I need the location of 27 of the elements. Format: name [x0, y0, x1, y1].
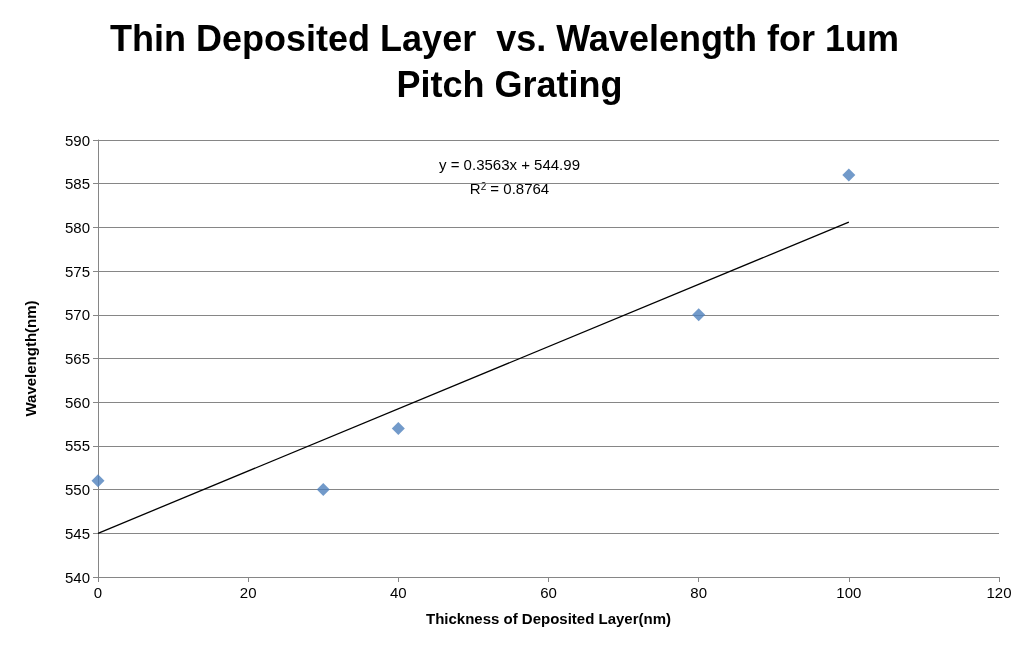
y-tick-label: 575: [64, 262, 90, 280]
x-tick-label: 120: [986, 584, 1012, 601]
point: [692, 308, 706, 322]
x-tick-label: 100: [836, 584, 862, 601]
point: [316, 483, 330, 497]
x-tick-label: 60: [540, 584, 557, 601]
x-tick-label: 0: [93, 584, 103, 601]
y-tick-label: 560: [64, 393, 90, 411]
x-tick-label: 40: [389, 584, 407, 601]
annotation: y = 0.3563x + 544.99: [439, 156, 580, 173]
y-tick-label: 585: [64, 175, 90, 193]
point: [842, 168, 856, 182]
y-tick-label: 565: [64, 350, 90, 367]
point: [91, 474, 105, 488]
x-axis-title: Thickness of Deposited Layer(nm): [425, 610, 672, 627]
chart-title: Thin Deposited Layer vs. Wavelength for 1um Pitch Grating: [110, 17, 909, 105]
y-tick-label: 540: [64, 568, 90, 586]
y-tick-label: 590: [64, 131, 90, 149]
x-tick-label: 80: [690, 584, 708, 601]
y-tick-label: 545: [64, 524, 90, 542]
y-tick-label: 550: [64, 481, 90, 499]
point: [391, 421, 405, 435]
x-tick-label: 20: [239, 584, 257, 601]
y-tick-label: 555: [64, 437, 90, 455]
y-tick-label: 570: [64, 306, 90, 324]
y-tick-label: 580: [64, 218, 90, 236]
y-axis-title: Wavelength(nm): [22, 300, 39, 417]
